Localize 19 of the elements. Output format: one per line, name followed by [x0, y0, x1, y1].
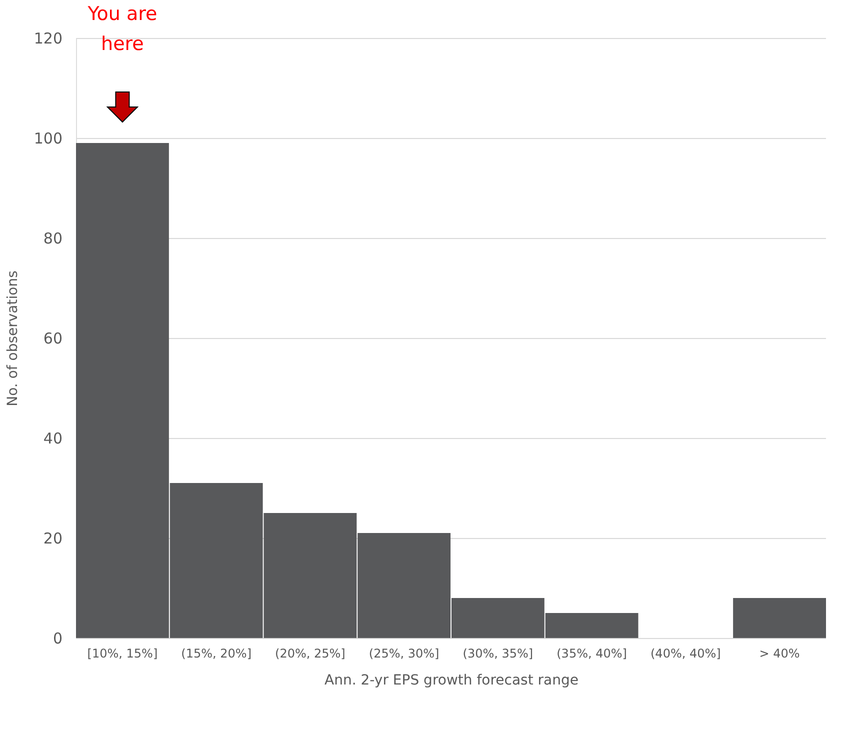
y-tick-label: 40 — [43, 430, 62, 448]
annotation: You are here — [86, 3, 158, 55]
x-tick-label: (20%, 25%] — [275, 646, 346, 660]
bar — [733, 598, 826, 638]
x-tick-label: (40%, 40%] — [650, 646, 721, 660]
x-tick-label: [10%, 15%] — [87, 646, 158, 660]
y-tick-label: 20 — [43, 530, 62, 548]
y-tick-label: 120 — [34, 30, 62, 48]
x-tick-label: (15%, 20%] — [181, 646, 252, 660]
x-tick-label: (30%, 35%] — [462, 646, 534, 660]
y-tick-label: 80 — [43, 230, 62, 248]
y-tick-label: 100 — [34, 130, 62, 148]
x-tick-label: (35%, 40%] — [556, 646, 627, 660]
y-tick-label: 0 — [52, 630, 62, 648]
x-tick-label: > 40% — [759, 646, 800, 660]
y-axis-title: No. of observations — [4, 270, 21, 406]
x-tick-label: (25%, 30%] — [368, 646, 440, 660]
y-tick-label: 60 — [43, 330, 62, 348]
x-axis-title: Ann. 2-yr EPS growth forecast range — [324, 672, 578, 688]
